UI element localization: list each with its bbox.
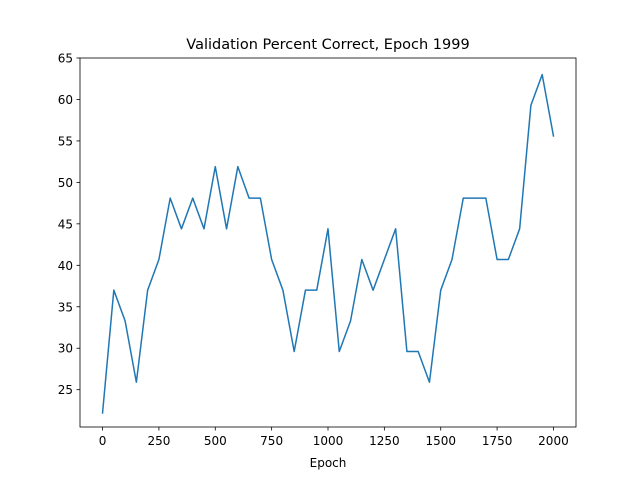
x-axis-ticks: 0 250 500 750 1000 1250 1500 1750 2000 bbox=[99, 427, 569, 448]
x-tick-label: 500 bbox=[204, 434, 227, 448]
y-tick-label: 25 bbox=[58, 383, 73, 397]
y-tick-label: 55 bbox=[58, 134, 73, 148]
x-axis-title: Epoch bbox=[310, 456, 347, 470]
y-tick-label: 45 bbox=[58, 217, 73, 231]
x-tick-label: 250 bbox=[147, 434, 170, 448]
x-tick-label: 1250 bbox=[369, 434, 400, 448]
y-tick-label: 50 bbox=[58, 176, 73, 190]
x-tick-label: 2000 bbox=[538, 434, 569, 448]
y-tick-label: 30 bbox=[58, 342, 73, 356]
plot-area-frame bbox=[79, 57, 577, 428]
y-tick-label: 40 bbox=[58, 259, 73, 273]
x-tick-label: 1750 bbox=[482, 434, 513, 448]
series-line bbox=[101, 73, 555, 414]
y-tick-label: 65 bbox=[58, 52, 73, 66]
series-layer bbox=[101, 73, 555, 414]
y-tick-label: 60 bbox=[58, 93, 73, 107]
x-tick-label: 750 bbox=[260, 434, 283, 448]
x-tick-label: 0 bbox=[99, 434, 107, 448]
x-tick-label: 1500 bbox=[425, 434, 456, 448]
chart-title: Validation Percent Correct, Epoch 1999 bbox=[186, 37, 469, 53]
y-tick-label: 35 bbox=[58, 300, 73, 314]
y-axis-ticks: 25 30 35 40 45 50 55 60 65 bbox=[58, 52, 80, 397]
x-tick-label: 1000 bbox=[313, 434, 344, 448]
